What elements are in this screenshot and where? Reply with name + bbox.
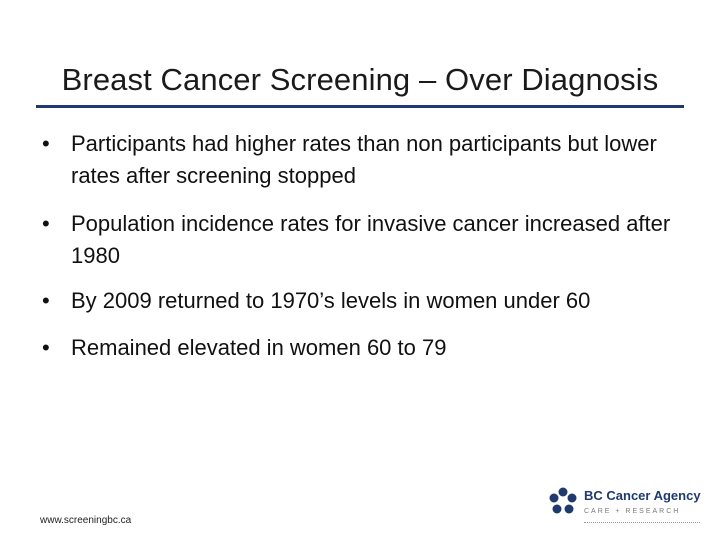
bullet-item: • Population incidence rates for invasiv…: [42, 208, 692, 272]
logo-subline: [584, 522, 700, 525]
bullet-text: Remained elevated in women 60 to 79: [71, 335, 447, 360]
bullet-item: • By 2009 returned to 1970’s levels in w…: [42, 285, 692, 317]
logo-name: BC Cancer Agency: [584, 488, 701, 503]
bullet-item: • Participants had higher rates than non…: [42, 128, 692, 192]
bullet-item: • Remained elevated in women 60 to 79: [42, 332, 692, 364]
bullet-glyph: •: [42, 335, 50, 360]
bullet-glyph: •: [42, 131, 50, 156]
bullet-glyph: •: [42, 211, 50, 236]
bc-cancer-agency-logo: BC Cancer Agency CARE + RESEARCH: [548, 484, 708, 534]
bullet-glyph: •: [42, 288, 50, 313]
bc-cancer-agency-logo-icon: [549, 487, 577, 514]
bullet-text: Participants had higher rates than non p…: [71, 131, 657, 188]
title-underline: [36, 105, 684, 108]
bullet-text: By 2009 returned to 1970’s levels in wom…: [71, 288, 591, 313]
slide-title: Breast Cancer Screening – Over Diagnosis: [61, 62, 659, 97]
footer-url: www.screeningbc.ca: [40, 515, 132, 526]
bullet-text: Population incidence rates for invasive …: [71, 211, 671, 268]
logo-tagline: CARE + RESEARCH: [584, 508, 681, 515]
